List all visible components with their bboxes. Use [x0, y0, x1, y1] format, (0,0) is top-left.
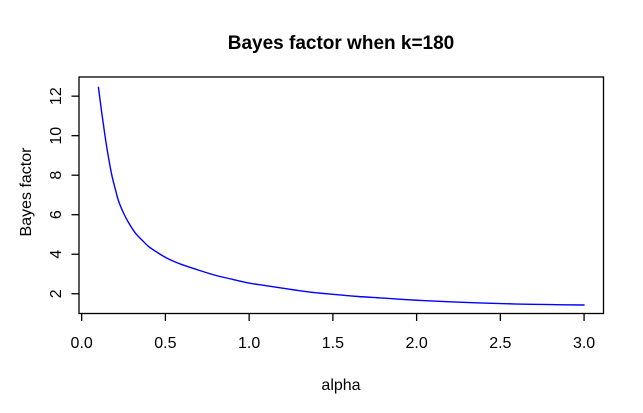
y-tick-label: 8 — [48, 171, 65, 180]
x-axis: 0.0 0.5 1.0 1.5 2.0 2.5 3.0 — [71, 313, 595, 352]
x-tick-label: 1.0 — [238, 335, 260, 352]
y-tick-label: 4 — [48, 250, 65, 259]
y-axis: 2 4 6 8 10 12 — [48, 87, 79, 298]
x-tick-label: 1.5 — [322, 335, 344, 352]
plot-box — [78, 76, 605, 315]
x-tick-label: 0.5 — [154, 335, 176, 352]
curve-series — [97, 86, 585, 306]
bayes-factor-curve — [97, 86, 585, 306]
x-tick-label: 3.0 — [573, 335, 595, 352]
y-tick-label: 2 — [48, 289, 65, 298]
x-tick-label: 2.0 — [405, 335, 427, 352]
y-tick-label: 10 — [48, 127, 65, 145]
chart-title: Bayes factor when k=180 — [228, 33, 455, 54]
y-tick-label: 6 — [48, 210, 65, 219]
x-tick-label: 2.5 — [489, 335, 511, 352]
x-axis-label: alpha — [321, 377, 360, 394]
x-tick-label: 0.0 — [71, 335, 93, 352]
y-axis-label: Bayes factor — [18, 147, 35, 237]
y-tick-label: 12 — [48, 87, 65, 105]
